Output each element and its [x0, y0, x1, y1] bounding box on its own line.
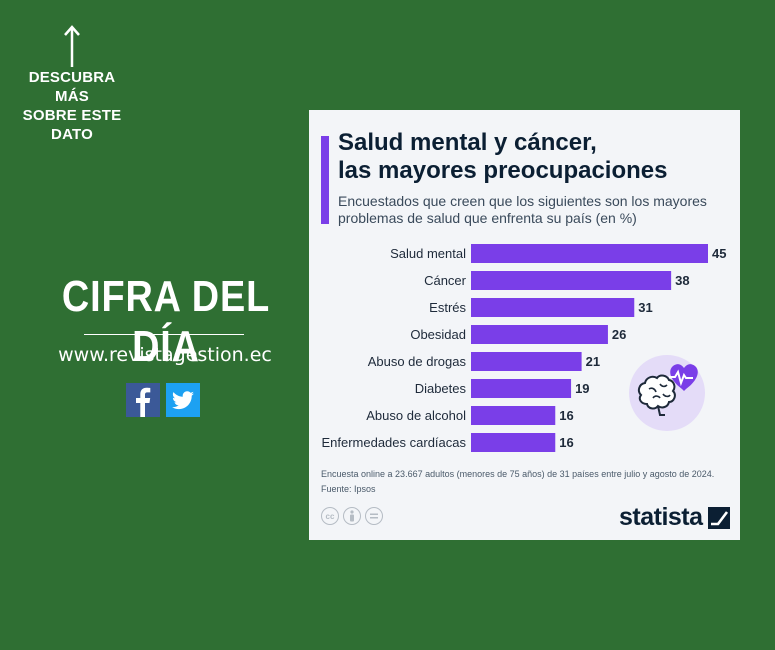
- bar: [471, 352, 582, 371]
- left-panel: DESCUBRA MÁS SOBRE ESTE DATO CIFRA DEL D…: [0, 0, 300, 650]
- chart-title: Salud mental y cáncer, las mayores preoc…: [338, 129, 728, 185]
- value-label: 45: [712, 246, 726, 261]
- cta-line: DESCUBRA MÁS: [28, 69, 116, 105]
- category-label: Diabetes: [415, 381, 467, 396]
- cta-line: SOBRE ESTE: [22, 107, 122, 124]
- license-icons: cc: [321, 507, 383, 525]
- divider: [84, 334, 244, 335]
- statista-mark-icon: [707, 506, 730, 529]
- bar: [471, 379, 572, 398]
- cc-icon[interactable]: cc: [321, 507, 339, 525]
- title-line: las mayores preocupaciones: [338, 157, 668, 184]
- statista-logo[interactable]: statista: [619, 503, 730, 532]
- category-label: Obesidad: [410, 327, 466, 342]
- category-label: Salud mental: [390, 246, 466, 261]
- headline: CIFRA DEL DÍA: [61, 272, 271, 371]
- category-label: Abuso de drogas: [368, 354, 467, 369]
- source-note: Fuente: Ipsos: [321, 484, 376, 494]
- value-label: 38: [675, 273, 689, 288]
- brain-heart-icon: [629, 355, 705, 431]
- category-label: Enfermedades cardíacas: [321, 435, 466, 450]
- title-accent-bar: [321, 136, 329, 224]
- subtitle-line: Encuestados que creen que los siguientes…: [338, 193, 707, 209]
- value-label: 21: [586, 354, 600, 369]
- brand-name: statista: [619, 503, 703, 531]
- value-label: 31: [638, 300, 652, 315]
- chart-subtitle: Encuestados que creen que los siguientes…: [338, 193, 733, 227]
- category-label: Estrés: [429, 300, 466, 315]
- by-icon[interactable]: [343, 507, 361, 525]
- bar: [471, 406, 556, 425]
- survey-note: Encuesta online a 23.667 adultos (menore…: [321, 469, 715, 479]
- bar-chart: Salud mental 45 Cáncer 38 Estrés 31 Obesidad 26…: [321, 244, 726, 452]
- bar: [471, 433, 556, 452]
- chart-footnote: Encuesta online a 23.667 adultos (menore…: [321, 467, 736, 497]
- bar: [471, 244, 708, 263]
- bar: [471, 298, 635, 317]
- bar: [471, 271, 672, 290]
- nd-icon[interactable]: [365, 507, 383, 525]
- subtitle-line: problemas de salud que enfrenta su país …: [338, 210, 637, 226]
- cta-line: DATO: [51, 126, 93, 143]
- value-label: 16: [559, 435, 573, 450]
- website-link[interactable]: www.revistagestion.ec: [58, 344, 272, 366]
- value-label: 19: [575, 381, 589, 396]
- arrow-up-icon: [64, 25, 80, 67]
- bar: [471, 325, 608, 344]
- title-line: Salud mental y cáncer,: [338, 129, 597, 156]
- category-label: Abuso de alcohol: [366, 408, 466, 423]
- learn-more-link[interactable]: DESCUBRA MÁS SOBRE ESTE DATO: [10, 68, 134, 144]
- twitter-icon[interactable]: [166, 383, 200, 417]
- chart-card: Salud mental y cáncer, las mayores preoc…: [309, 110, 740, 540]
- social-links: [126, 383, 200, 417]
- facebook-icon[interactable]: [126, 383, 160, 417]
- category-label: Cáncer: [424, 273, 467, 288]
- value-label: 26: [612, 327, 626, 342]
- value-label: 16: [559, 408, 573, 423]
